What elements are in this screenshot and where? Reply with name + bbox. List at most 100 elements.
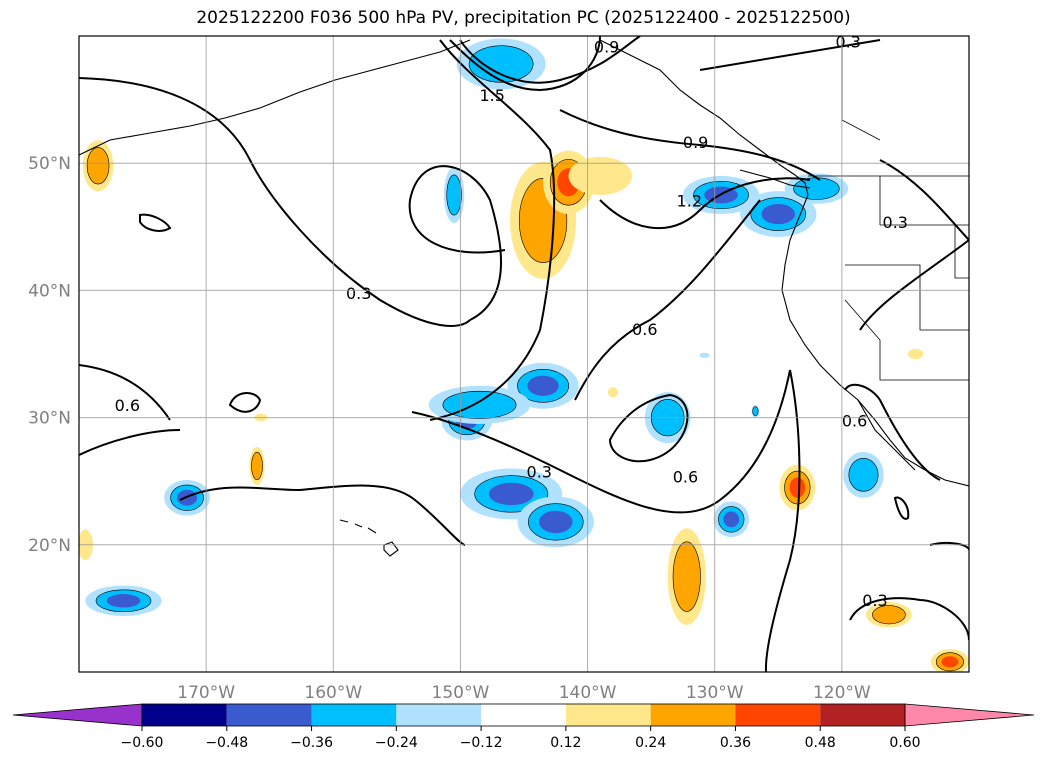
- precip-shell: [672, 541, 701, 612]
- pv-contours: [79, 36, 969, 672]
- lat-tick-label: 40°N: [28, 281, 71, 301]
- colorbar-tick-label: −0.12: [460, 735, 503, 751]
- coastline-alaska: [79, 39, 471, 156]
- lon-tick-label: 170°W: [177, 683, 235, 703]
- colorbar-tick-label: 0.48: [805, 735, 836, 751]
- precip-cell-9: [443, 167, 465, 223]
- coastline-baja: [857, 399, 916, 471]
- pv-contour-0.6-trough: [429, 39, 556, 421]
- latitude-tick-labels: 20°N 30°N 40°N 50°N: [28, 154, 71, 556]
- contour-label: 1.2: [677, 191, 702, 210]
- coastlines: [79, 39, 969, 557]
- chart-title: 2025122200 F036 500 hPa PV, precipitatio…: [196, 8, 851, 28]
- precip-shell: [699, 352, 710, 358]
- colorbar-extend-max: [904, 703, 1035, 727]
- contour-label: 0.6: [115, 396, 140, 415]
- precip-cell-21: [713, 501, 750, 538]
- contour-label: 0.3: [835, 32, 860, 51]
- precip-shell: [941, 656, 959, 668]
- contour-label: 0.3: [527, 462, 552, 481]
- pv-contour-0.3-ne: [699, 39, 969, 241]
- colorbar-bin: [650, 704, 736, 726]
- pv-contour-1.2: [599, 177, 811, 230]
- contour-label: 0.6: [632, 320, 657, 339]
- coastline-bc-islands: [739, 169, 811, 189]
- pv-contour-0.6-arc: [574, 199, 761, 401]
- colorbar-tick-label: 0.36: [720, 735, 751, 751]
- contour-label: 0.6: [842, 411, 867, 430]
- colorbar-bin: [565, 704, 651, 726]
- precip-shell: [752, 406, 759, 417]
- lon-tick-label: 120°W: [813, 683, 871, 703]
- precip-cell-19: [699, 352, 710, 358]
- colorbar-bin: [820, 704, 905, 726]
- contour-label: 0.6: [673, 467, 698, 486]
- pv-contour-small-ring-3: [893, 496, 910, 520]
- precip-shell: [872, 605, 906, 625]
- lat-tick-label: 30°N: [28, 409, 71, 429]
- colorbar-bin: [735, 704, 821, 726]
- colorbar-tick-label: −0.24: [375, 735, 418, 751]
- pv-contour-small-ring-1: [139, 213, 172, 232]
- precip-shell: [793, 177, 840, 200]
- pv-contour-0.9-north: [459, 36, 641, 84]
- coastline-alaska-panhandle: [599, 39, 809, 196]
- precip-cell-26: [82, 140, 114, 192]
- pv-contour-0.3-east: [764, 239, 969, 672]
- map-background: [79, 36, 969, 672]
- precip-shell: [527, 375, 559, 396]
- coastline-north-america: [781, 194, 969, 487]
- precip-shell: [106, 594, 141, 608]
- lon-tick-label: 140°W: [559, 683, 617, 703]
- contour-label: 0.3: [862, 591, 887, 610]
- colorbar: −0.60 −0.48 −0.36 −0.24 −0.12 0.12 0.24 0.36 0.4…: [12, 703, 1035, 751]
- contour-label: 0.3: [346, 284, 371, 303]
- precip-shell: [848, 458, 879, 492]
- precip-cell-8: [428, 385, 531, 424]
- colorbar-tick-label: −0.60: [121, 735, 164, 751]
- precip-shell: [539, 510, 573, 534]
- precip-cell-15: [740, 191, 817, 237]
- precip-cell-25: [866, 602, 912, 628]
- colorbar-bin: [142, 704, 227, 726]
- precip-cell-28: [930, 649, 969, 672]
- precip-cell-18: [607, 387, 619, 398]
- lat-tick-label: 20°N: [28, 536, 71, 556]
- pv-contour-0.3-west: [79, 77, 471, 327]
- pv-contour-0.9-mid: [559, 109, 821, 181]
- precip-shell: [761, 204, 796, 225]
- lat-tick-label: 50°N: [28, 154, 71, 174]
- precip-cell-0: [85, 585, 162, 617]
- colorbar-bin: [481, 704, 566, 726]
- colorbar-tick-label: 0.60: [889, 735, 920, 751]
- colorbar-tick-label: 0.24: [635, 735, 666, 751]
- pv-contour-0.6-se: [844, 383, 941, 481]
- pv-contour-0.6-south: [79, 364, 181, 456]
- precip-shell: [442, 390, 517, 419]
- precip-cell-20: [751, 404, 760, 418]
- precip-shell: [789, 477, 806, 498]
- precip-shell: [607, 387, 619, 398]
- pv-contour-small-ring-2: [228, 392, 262, 413]
- colorbar-bin: [226, 704, 312, 726]
- precip-shell: [446, 174, 462, 216]
- precip-cell-22: [779, 464, 816, 511]
- precip-cell-24: [667, 528, 706, 625]
- precip-cell-12: [568, 156, 633, 195]
- lon-tick-label: 160°W: [304, 683, 362, 703]
- precip-cell-2: [249, 446, 265, 486]
- precip-shell: [907, 348, 924, 360]
- colorbar-extend-min: [12, 703, 143, 727]
- contour-labels: 0.9 1.5 0.3 0.9 1.2 0.3 0.3 0.6 0.6 0.3 0.6 0.6 0.3: [115, 32, 908, 610]
- colorbar-tick-label: −0.36: [290, 735, 333, 751]
- coastline-hawaii: [339, 519, 399, 557]
- contour-label: 0.9: [594, 37, 619, 56]
- precip-shell: [468, 45, 534, 83]
- contour-label: 1.5: [479, 86, 504, 105]
- colorbar-tick-label: −0.48: [205, 735, 248, 751]
- precip-shell: [251, 451, 263, 480]
- colorbar-frame: [141, 703, 906, 727]
- colorbar-bin: [311, 704, 397, 726]
- pv-contour-0.3-gyre: [179, 484, 466, 546]
